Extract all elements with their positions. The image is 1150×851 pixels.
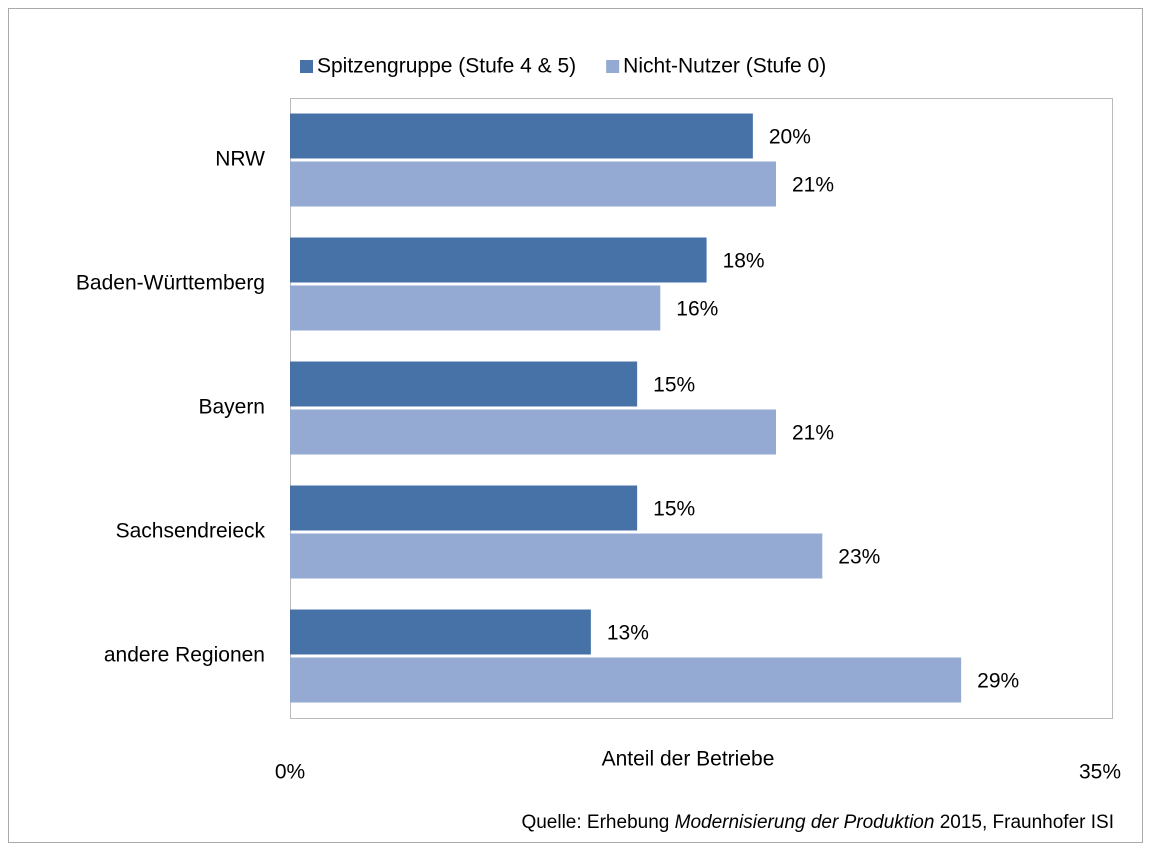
bar xyxy=(290,485,638,531)
plot-area xyxy=(290,98,1113,719)
source-text: 2015, Fraunhofer ISI xyxy=(940,812,1114,833)
value-label: 18% xyxy=(723,250,765,273)
value-label: 21% xyxy=(792,174,834,197)
value-label: 20% xyxy=(769,126,811,149)
bar xyxy=(290,285,661,331)
value-label: 13% xyxy=(607,622,649,645)
bar xyxy=(290,361,638,407)
bar xyxy=(290,237,707,283)
bar xyxy=(290,409,776,455)
source: Quelle: Erhebung Modernisierung der Prod… xyxy=(521,812,1114,833)
value-label: 15% xyxy=(653,374,695,397)
bar xyxy=(290,533,823,579)
value-label: 29% xyxy=(977,670,1019,693)
y-tick-label: Sachsendreieck xyxy=(116,520,266,543)
bar xyxy=(290,161,776,207)
x-tick-label: 35% xyxy=(1079,761,1121,784)
x-tick-label: 0% xyxy=(275,761,305,784)
bar xyxy=(290,113,753,159)
y-tick-label: Bayern xyxy=(198,396,265,419)
source-text: Quelle: Erhebung xyxy=(521,812,669,833)
value-label: 21% xyxy=(792,422,834,445)
value-label: 16% xyxy=(676,298,718,321)
legend-swatch xyxy=(300,60,313,73)
y-tick-label: Baden-Württemberg xyxy=(76,272,265,295)
bar xyxy=(290,657,962,703)
value-label: 15% xyxy=(653,498,695,521)
source-text: Modernisierung der Produktion xyxy=(675,812,935,833)
y-tick-label: andere Regionen xyxy=(104,644,265,667)
legend-swatch xyxy=(606,60,620,73)
legend-label: Nicht-Nutzer (Stufe 0) xyxy=(623,55,826,78)
x-axis-title: Anteil der Betriebe xyxy=(602,748,775,771)
legend-label: Spitzengruppe (Stufe 4 & 5) xyxy=(317,55,576,78)
value-label: 23% xyxy=(838,546,880,569)
y-tick-label: NRW xyxy=(215,148,265,171)
bar xyxy=(290,609,591,655)
